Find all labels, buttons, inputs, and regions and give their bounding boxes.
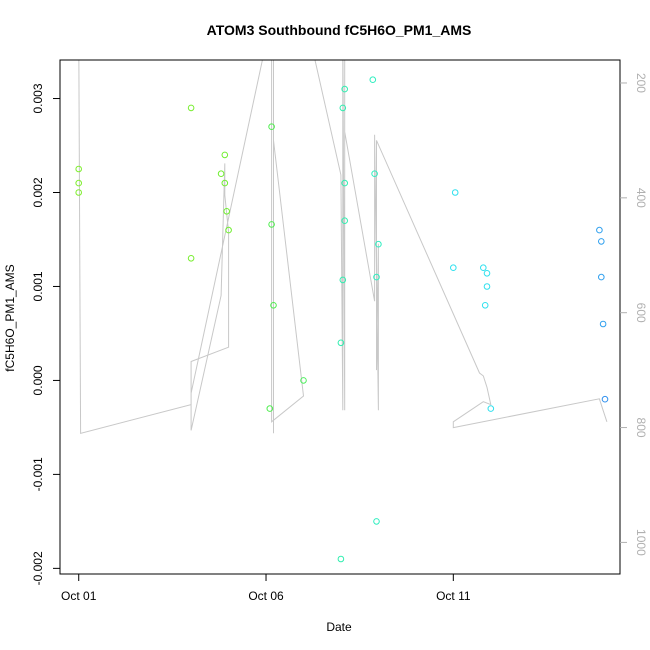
data-point bbox=[337, 339, 345, 347]
data-point bbox=[450, 264, 457, 272]
data-point bbox=[598, 273, 605, 281]
right-axis: 200 400 600 800 1000 bbox=[620, 73, 648, 556]
right-tick-label: 200 bbox=[634, 73, 648, 93]
data-point bbox=[221, 179, 229, 187]
data-point bbox=[187, 254, 195, 262]
data-point bbox=[341, 217, 349, 224]
x-tick-label: Oct 01 bbox=[61, 589, 97, 603]
data-point bbox=[483, 270, 491, 277]
x-tick-label: Oct 06 bbox=[248, 589, 284, 603]
data-point bbox=[371, 170, 378, 177]
data-point bbox=[187, 104, 195, 112]
y-axis: -0.002 -0.001 0.000 0.001 0.002 0.003 bbox=[31, 83, 60, 585]
right-tick-label: 800 bbox=[634, 418, 648, 438]
data-point bbox=[480, 264, 487, 272]
data-point bbox=[451, 189, 459, 196]
data-point bbox=[341, 179, 349, 187]
data-point bbox=[598, 238, 605, 245]
plot-frame bbox=[59, 59, 621, 575]
y-tick-label: -0.002 bbox=[31, 551, 45, 585]
data-point bbox=[369, 76, 377, 83]
altitude-line bbox=[78, 60, 608, 434]
data-point bbox=[75, 189, 82, 196]
data-point bbox=[268, 123, 275, 130]
y-tick-label: -0.001 bbox=[31, 457, 45, 491]
y-tick-label: 0.000 bbox=[31, 365, 45, 395]
data-point bbox=[337, 555, 345, 563]
data-point bbox=[223, 208, 230, 215]
data-point bbox=[487, 405, 495, 412]
data-point bbox=[373, 518, 380, 525]
data-point bbox=[268, 221, 275, 228]
right-tick-label: 400 bbox=[634, 188, 648, 208]
data-point bbox=[339, 104, 347, 112]
altitude-line-layer bbox=[78, 60, 608, 434]
chart-title: ATOM3 Southbound fC5H6O_PM1_AMS bbox=[207, 22, 472, 38]
data-point bbox=[339, 276, 347, 284]
x-axis: Oct 01 Oct 06 Oct 11 bbox=[61, 573, 471, 603]
right-tick-label: 1000 bbox=[634, 529, 648, 556]
data-point bbox=[300, 377, 307, 384]
data-point bbox=[270, 302, 277, 309]
y-tick-label: 0.001 bbox=[31, 271, 45, 301]
y-tick-label: 0.003 bbox=[31, 83, 45, 113]
x-tick-label: Oct 11 bbox=[436, 589, 471, 603]
data-point bbox=[225, 226, 232, 234]
data-point bbox=[481, 302, 489, 309]
data-points-layer bbox=[75, 76, 609, 563]
data-point bbox=[221, 151, 229, 159]
data-point bbox=[217, 170, 225, 177]
data-point bbox=[266, 405, 274, 412]
data-point bbox=[375, 240, 382, 248]
data-point bbox=[483, 283, 491, 290]
data-point bbox=[596, 226, 603, 234]
y-axis-label: fC5H6O_PM1_AMS bbox=[3, 264, 17, 371]
x-axis-label: Date bbox=[326, 620, 352, 634]
data-point bbox=[373, 273, 380, 281]
data-point bbox=[341, 85, 349, 93]
data-point bbox=[599, 320, 607, 328]
right-tick-label: 600 bbox=[634, 303, 648, 323]
data-point bbox=[75, 165, 82, 173]
data-point bbox=[601, 395, 609, 403]
y-tick-label: 0.002 bbox=[31, 177, 45, 207]
data-point bbox=[75, 179, 82, 187]
